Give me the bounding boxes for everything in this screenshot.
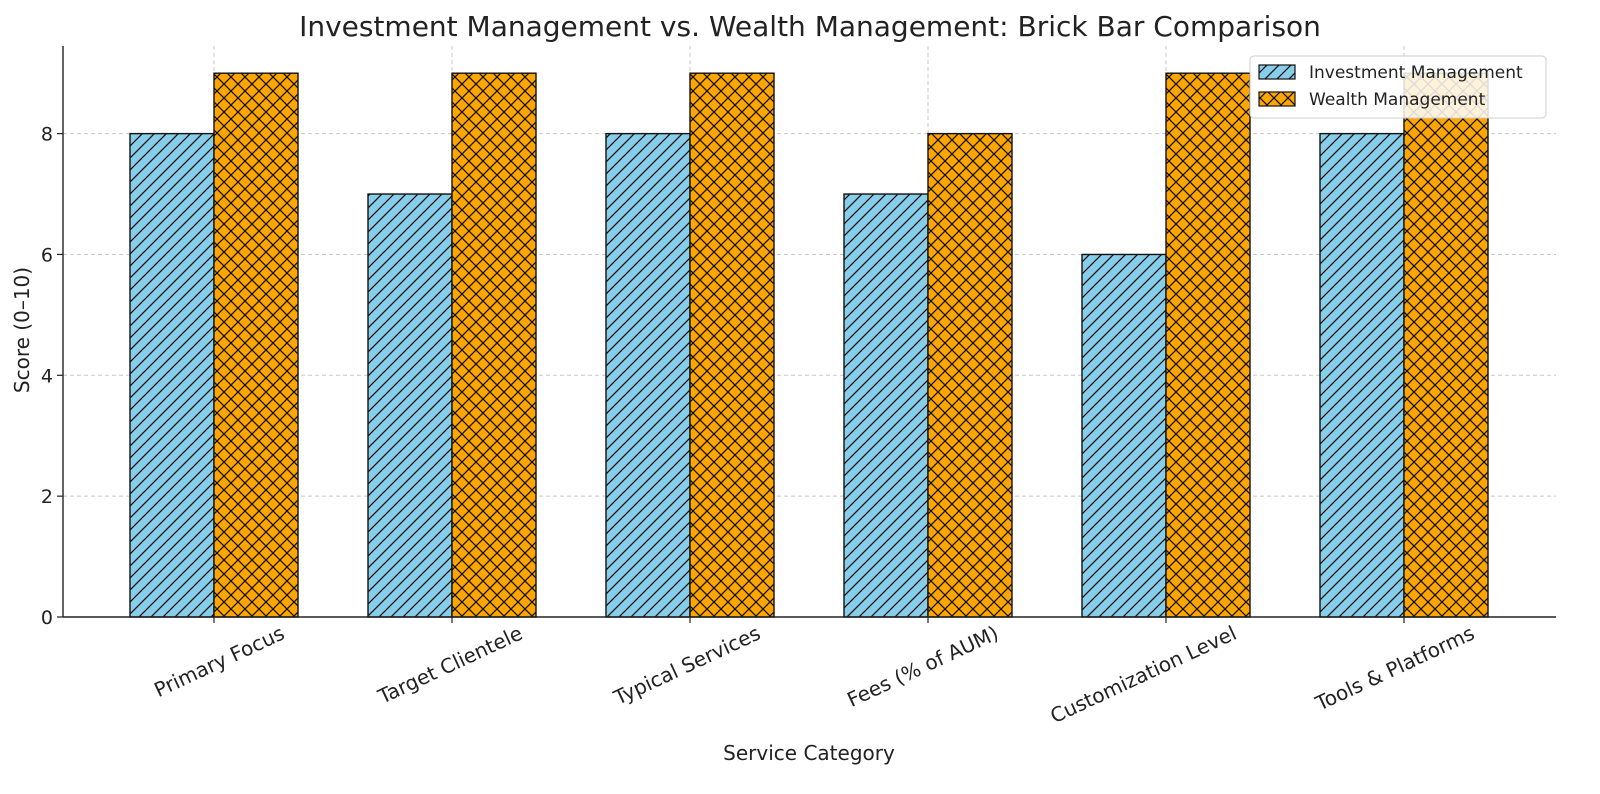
y-tick-label: 4 bbox=[41, 365, 53, 387]
x-tick-label: Tools & Platforms bbox=[1311, 621, 1478, 716]
bar-wealth-1 bbox=[451, 72, 537, 618]
bars bbox=[129, 72, 1489, 618]
bar-investment-3 bbox=[843, 193, 929, 618]
gridlines bbox=[63, 46, 1556, 617]
x-tick-label: Primary Focus bbox=[150, 621, 288, 702]
legend-label-wealth: Wealth Management bbox=[1309, 90, 1486, 110]
bar-investment-5 bbox=[1319, 132, 1405, 618]
bar-wealth-0 bbox=[213, 72, 299, 618]
bar-wealth-3 bbox=[927, 132, 1013, 618]
x-tick-label: Target Clientele bbox=[373, 621, 526, 709]
x-tick-label: Customization Level bbox=[1047, 621, 1241, 728]
bar-investment-2 bbox=[605, 132, 691, 618]
axes bbox=[57, 46, 1556, 623]
y-tick-label: 0 bbox=[41, 607, 53, 629]
legend-label-investment: Investment Management bbox=[1309, 63, 1523, 83]
legend-swatch-wealth bbox=[1258, 91, 1296, 107]
bar-investment-1 bbox=[367, 193, 453, 618]
bar-investment-0 bbox=[129, 132, 215, 618]
legend-swatch-investment bbox=[1258, 64, 1296, 80]
y-tick-label: 8 bbox=[41, 124, 53, 146]
x-tick-label: Fees (% of AUM) bbox=[843, 621, 1002, 712]
y-tick-label: 2 bbox=[41, 486, 53, 508]
bar-wealth-5 bbox=[1403, 72, 1489, 618]
legend: Investment Management Wealth Management bbox=[1249, 55, 1547, 119]
legend-box bbox=[1249, 55, 1547, 119]
y-axis-label: Score (0–10) bbox=[10, 267, 34, 393]
x-axis-label: Service Category bbox=[723, 741, 895, 765]
bar-investment-4 bbox=[1081, 253, 1167, 618]
bar-wealth-2 bbox=[689, 72, 775, 618]
y-tick-label: 6 bbox=[41, 244, 53, 266]
x-tick-label: Typical Services bbox=[609, 621, 764, 710]
bar-wealth-4 bbox=[1165, 72, 1251, 618]
chart-title: Investment Management vs. Wealth Managem… bbox=[299, 10, 1321, 43]
